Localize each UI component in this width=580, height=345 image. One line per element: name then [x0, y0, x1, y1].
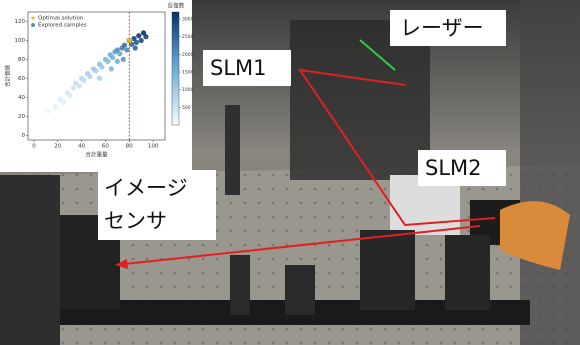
mount: [445, 235, 490, 310]
colorbar: [172, 12, 179, 125]
scatter-point: [109, 66, 114, 71]
y-tick-label: 120: [15, 19, 26, 25]
label: レーザー: [400, 16, 484, 40]
y-tick-label: 40: [18, 95, 25, 101]
scatter-point: [122, 43, 127, 48]
y-tick-label: 100: [15, 38, 26, 44]
label: センサ: [104, 209, 167, 233]
y-tick-label: 60: [18, 76, 25, 82]
colorbar-tick-label: 2500: [182, 34, 194, 40]
post: [225, 105, 240, 195]
scatter-point: [67, 93, 72, 98]
scatter-point: [97, 76, 102, 81]
scene: レーザー SLM1 SLM2 イメージ センサ 0204060801000204…: [0, 0, 580, 345]
scatter-point: [77, 83, 82, 88]
scatter-point: [46, 109, 51, 114]
scatter-point: [136, 33, 141, 38]
x-tick-label: 0: [32, 144, 36, 150]
colorbar-tick-label: 1500: [182, 70, 194, 76]
scatter-point: [81, 78, 86, 83]
scatter-point: [87, 74, 92, 79]
scatter-point: [93, 68, 98, 73]
colorbar-tick-label: 1000: [182, 87, 194, 93]
x-tick-label: 80: [126, 144, 133, 150]
left-equipment: [0, 175, 60, 345]
legend-label: Explored samples: [38, 23, 87, 29]
scatter-point: [143, 34, 148, 39]
x-axis-label: 合計重量: [85, 151, 108, 159]
scatter-point: [139, 38, 144, 43]
scatter-point: [53, 104, 58, 109]
scatter-point: [105, 59, 110, 64]
right-frame: [520, 0, 580, 345]
label: SLM2: [425, 156, 482, 180]
mount: [285, 265, 315, 315]
scatter-point: [99, 64, 104, 69]
scatter-point: [71, 85, 76, 90]
x-tick-label: 40: [78, 144, 85, 150]
label: イメージ: [104, 176, 188, 200]
label: SLM1: [210, 56, 267, 80]
colorbar-tick-label: 500: [182, 105, 191, 111]
y-tick-label: 20: [18, 114, 25, 120]
scatter-point: [115, 59, 120, 64]
x-tick-label: 60: [102, 144, 109, 150]
page: {"labels":{"laser":"レーザー","slm1":"SLM1",…: [0, 0, 580, 345]
mount: [360, 230, 415, 310]
colorbar-label: 反復数: [168, 2, 185, 10]
colorbar-tick-label: 3000: [182, 17, 194, 23]
scatter-point: [134, 40, 139, 45]
mount: [230, 255, 250, 315]
y-tick-label: 80: [18, 57, 25, 63]
chart-inset: [0, 0, 192, 172]
x-tick-label: 20: [54, 144, 61, 150]
scatter-point: [110, 55, 115, 60]
scatter-point: [124, 47, 129, 52]
colorbar-tick-label: 2000: [182, 52, 194, 58]
scatter-point: [117, 51, 122, 56]
scatter-point: [61, 99, 66, 104]
legend-marker: [31, 23, 35, 27]
scatter-point: [121, 57, 126, 62]
legend-label: Optimal solution: [38, 16, 84, 22]
x-tick-label: 100: [148, 144, 159, 150]
y-axis-label: 合計価値: [4, 65, 12, 88]
scatter-point: [133, 45, 138, 50]
y-tick-label: 0: [22, 133, 26, 139]
